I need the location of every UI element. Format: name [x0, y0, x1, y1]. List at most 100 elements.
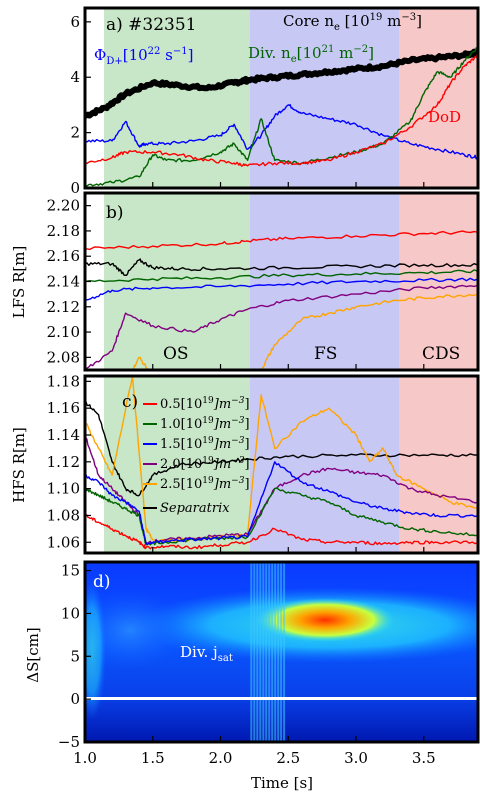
ytick-label: 2.10 — [47, 323, 80, 341]
legend-entry: 0.5[1019]m−3] — [160, 396, 250, 412]
series-line-c-4 — [85, 461, 478, 546]
hfs-ylabel: HFS R[m] — [10, 427, 28, 503]
phi-exp2: −1 — [173, 46, 188, 57]
heatmap-left-strip — [85, 580, 106, 720]
series-line-c-1 — [85, 376, 478, 542]
dod-label: DoD — [428, 108, 461, 126]
div-unit: [10 — [297, 44, 322, 62]
panel-c-lines — [85, 376, 478, 550]
xtick-label: 1.0 — [73, 749, 97, 767]
heatmap-hotspot — [255, 598, 395, 642]
core-ne-unit: [10 — [340, 12, 370, 30]
xtick-label: 1.5 — [141, 749, 165, 767]
div-unit2: m — [334, 44, 353, 62]
heatmap-stripe — [277, 562, 280, 742]
phi-text: Φ — [94, 46, 106, 64]
core-ne-exp: 19 — [370, 12, 383, 23]
heatmap-stripe — [262, 562, 265, 742]
core-ne-exp2: −3 — [401, 12, 416, 23]
series-line-c-0 — [85, 400, 478, 497]
ytick-label: 2 — [70, 124, 80, 142]
ytick-label: 15 — [61, 562, 80, 580]
ytick-label: 1.08 — [47, 506, 80, 524]
series-line-c-5 — [85, 514, 478, 550]
xtick-label: 2.5 — [276, 749, 300, 767]
cds-region-c — [399, 376, 478, 553]
ytick-label: 1.06 — [47, 533, 80, 551]
os-region-a — [104, 8, 250, 188]
panel-c-annotations: c) HFS R[m] 0.5[1019]m−3] 1.0[1019]m−3] 1.… — [10, 392, 250, 516]
ytick-label: −5 — [58, 733, 80, 751]
axis-ticks: 0 2 4 6 2.08 2.10 2.12 2.14 2.16 2.18 2.20 1.06 1.08… — [47, 13, 436, 767]
ytick-label: 2.14 — [47, 273, 80, 291]
xtick-label: 3.5 — [412, 749, 436, 767]
os-label: OS — [163, 344, 189, 364]
legend-entry: 1.0[1019]m−3] — [160, 416, 250, 432]
ytick-label: 1.16 — [47, 399, 80, 417]
heatmap-stripe — [250, 562, 253, 742]
ytick-label: 10 — [61, 604, 80, 622]
series-line-b-3 — [85, 277, 478, 302]
ytick-label: 2.20 — [47, 197, 80, 215]
core-ne-close: ] — [416, 12, 422, 30]
series-line-b-4 — [85, 284, 478, 370]
div-jsat-label: Div. jsat — [180, 643, 233, 664]
ytick-label: 2.08 — [47, 348, 80, 366]
frame-c — [83, 374, 480, 555]
heatmap-stripe — [265, 562, 268, 742]
xtick-label: 2.0 — [209, 749, 233, 767]
panel-d-annotations: d) Div. jsat ΔS[cm] Time [s] — [24, 572, 313, 792]
ytick-label: 6 — [70, 13, 80, 31]
heatmap-stripe — [274, 562, 277, 742]
ytick-label: 0 — [70, 179, 80, 197]
panel-d-label: d) — [93, 572, 111, 592]
separatrix-legend-text: Separatrix — [160, 501, 230, 516]
ytick-label: 2.16 — [47, 247, 80, 265]
cds-label: CDS — [422, 344, 460, 364]
phi-sub: D+ — [106, 56, 122, 67]
legend-entry: 1.5[1019]m−3] — [160, 436, 250, 452]
separatrix-line — [85, 697, 478, 700]
core-ne-sub: e — [334, 22, 340, 33]
ytick-label: 1.12 — [47, 453, 80, 471]
heatmap-panel — [85, 562, 478, 742]
heatmap-stripe — [268, 562, 271, 742]
ytick-label: 5 — [70, 647, 80, 665]
xtick-label: 3.0 — [344, 749, 368, 767]
legend: 0.5[1019]m−3] 1.0[1019]m−3] 1.5[1019]m−3] 2… — [143, 396, 250, 509]
heatmap-stripe — [259, 562, 262, 742]
jsat-sub: sat — [218, 653, 233, 664]
lfs-ylabel: LFS R[m] — [10, 246, 28, 319]
div-exp: 21 — [322, 44, 335, 55]
time-xlabel: Time [s] — [251, 774, 313, 792]
core-ne-label: Core ne [1019 m−3] — [283, 12, 422, 33]
fs-label: FS — [314, 344, 337, 364]
phi-unit: [10 — [123, 46, 148, 64]
fs-region-c — [250, 376, 399, 553]
panel-b-label: b) — [106, 203, 124, 223]
ytick-label: 4 — [70, 68, 80, 86]
panel-b-lines — [85, 230, 478, 370]
ytick-label: 1.18 — [47, 372, 80, 390]
core-ne-unit2: m — [382, 12, 401, 30]
phi-exp: 22 — [148, 46, 161, 57]
ytick-label: 1.10 — [47, 480, 80, 498]
div-close: ] — [368, 44, 374, 62]
ytick-label: 1.14 — [47, 426, 80, 444]
panel-a-lines — [85, 46, 478, 187]
phi-unit2: s — [160, 46, 172, 64]
heatmap-stripe — [283, 562, 286, 742]
series-line-a-3 — [85, 53, 478, 167]
heatmap-stripe — [280, 562, 283, 742]
div-exp2: −2 — [353, 44, 368, 55]
series-line-b-0 — [85, 230, 478, 251]
panel-b-annotations: b) OS FS CDS LFS R[m] — [10, 203, 460, 364]
panel-frames — [83, 6, 480, 744]
panel-a-label: a) #32351 — [106, 15, 197, 35]
series-line-b-1 — [85, 258, 478, 276]
heatmap-stripe — [256, 562, 259, 742]
legend-entry: 2.0[1019]m−3] — [160, 456, 250, 472]
panel-a-annotations: a) #32351 Core ne [1019 m−3] ΦD+[1022 s−… — [94, 12, 461, 126]
phi-d-label: ΦD+[1022 s−1] — [94, 46, 193, 67]
